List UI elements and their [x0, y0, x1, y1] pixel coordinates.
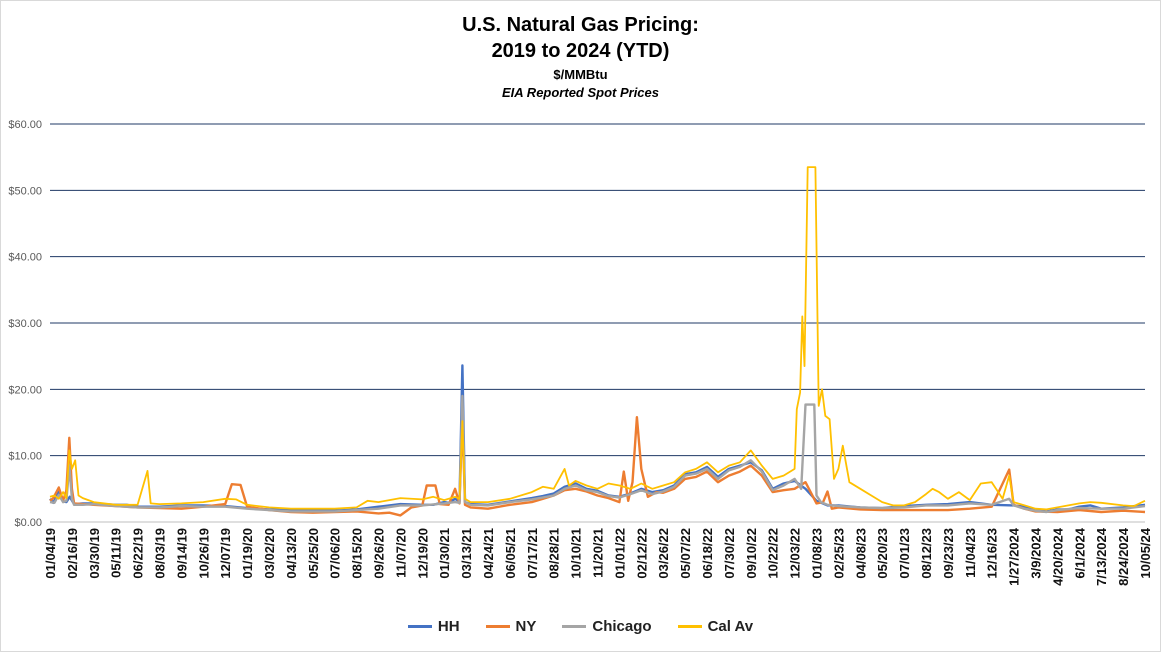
legend-swatch-chicago [562, 625, 587, 628]
x-tick-label: 01/19/20 [240, 528, 255, 579]
x-tick-label: 8/24/2024 [1116, 527, 1131, 586]
chart-units: $/MMBtu [553, 67, 608, 82]
x-tick-label: 06/18/22 [700, 528, 715, 579]
series-line-cal-av [49, 166, 1146, 511]
chart-title-line2: 2019 to 2024 (YTD) [491, 40, 670, 62]
x-tick-label: 10/26/19 [196, 528, 211, 579]
legend-label-hh: HH [437, 618, 460, 635]
x-tick-label: 02/16/19 [65, 528, 80, 579]
chart-titles: U.S. Natural Gas Pricing: 2019 to 2024 (… [0, 12, 1161, 102]
chart-source-note: EIA Reported Spot Prices [502, 85, 659, 100]
x-tick-label: 05/20/23 [875, 528, 890, 579]
series-line-ny [49, 414, 1146, 517]
y-tick-label: $40.00 [8, 252, 42, 264]
x-tick-label: 03/13/21 [459, 528, 474, 579]
x-tick-label: 06/05/21 [503, 528, 518, 579]
x-tick-label: 12/16/23 [985, 528, 1000, 579]
gridlines [50, 123, 1145, 523]
y-tick-label: $50.00 [8, 185, 42, 197]
y-tick-label: $30.00 [8, 318, 42, 330]
x-tick-label: 05/07/22 [678, 528, 693, 579]
x-tick-label: 11/20/21 [591, 528, 606, 578]
y-axis-tick-labels: $0.00 $10.00 $20.00 $30.00 $40.00 $50.00 $60.0… [8, 119, 42, 529]
x-tick-label: 08/12/23 [919, 528, 934, 579]
x-tick-label: 05/11/19 [109, 528, 124, 578]
x-axis-tick-labels: 01/04/19 02/16/19 03/30/19 05/11/19 06/22/19… [43, 527, 1153, 586]
x-tick-label: 4/20/2024 [1050, 527, 1065, 586]
x-tick-label: 01/30/21 [437, 528, 452, 579]
legend-label-ny: NY [515, 618, 537, 635]
x-tick-label: 03/02/20 [262, 528, 277, 579]
y-tick-label: $0.00 [14, 517, 42, 529]
x-tick-label: 03/26/22 [656, 528, 671, 579]
x-tick-label: 04/13/20 [284, 528, 299, 579]
x-tick-label: 03/30/19 [87, 528, 102, 579]
y-tick-label: $10.00 [8, 451, 42, 463]
x-tick-label: 06/22/19 [131, 528, 146, 579]
x-tick-label: 10/05/24 [1138, 527, 1153, 578]
legend-item-cal-av: Cal Av [677, 618, 754, 635]
x-tick-label: 12/07/19 [218, 528, 233, 579]
legend-label-cal-av: Cal Av [707, 618, 754, 635]
x-tick-label: 02/12/22 [634, 528, 649, 579]
legend-label-chicago: Chicago [592, 618, 652, 635]
series-line-chicago [49, 394, 1146, 514]
x-tick-label: 09/26/20 [372, 528, 387, 579]
x-tick-label: 07/17/21 [525, 528, 540, 579]
x-tick-label: 08/28/21 [547, 528, 562, 579]
x-tick-label: 09/10/22 [744, 528, 759, 579]
x-tick-label: 07/30/22 [722, 528, 737, 579]
x-tick-label: 10/22/22 [766, 528, 781, 579]
legend-item-ny: NY [485, 618, 537, 635]
y-tick-label: $60.00 [8, 119, 42, 131]
x-tick-label: 09/14/19 [174, 528, 189, 579]
x-tick-label: 05/25/20 [306, 528, 321, 579]
x-tick-label: 10/10/21 [569, 528, 584, 579]
chart-title-line1: U.S. Natural Gas Pricing: [462, 14, 699, 36]
x-tick-label: 11/07/20 [393, 528, 408, 578]
x-tick-label: 01/01/22 [612, 528, 627, 579]
x-tick-label: 07/01/23 [897, 528, 912, 579]
legend-item-hh: HH [407, 618, 460, 635]
x-tick-label: 6/1/2024 [1072, 527, 1087, 578]
x-tick-label: 08/15/20 [350, 528, 365, 579]
x-tick-label: 09/23/23 [941, 528, 956, 579]
x-tick-label: 11/04/23 [963, 528, 978, 578]
x-tick-label: 7/13/2024 [1094, 527, 1109, 586]
x-tick-label: 08/03/19 [153, 528, 168, 579]
x-tick-label: 01/08/23 [810, 528, 825, 579]
x-tick-label: 12/19/20 [415, 528, 430, 579]
x-tick-label: 3/9/2024 [1029, 527, 1044, 578]
legend-swatch-ny [485, 625, 510, 628]
x-tick-label: 04/24/21 [481, 528, 496, 579]
x-tick-label: 02/25/23 [831, 528, 846, 579]
x-tick-label: 12/03/22 [788, 528, 803, 579]
y-tick-label: $20.00 [8, 384, 42, 396]
x-tick-label: 1/27/2024 [1007, 527, 1022, 586]
x-tick-label: 01/04/19 [43, 528, 58, 579]
legend-swatch-cal-av [677, 625, 702, 628]
series-lines [49, 166, 1146, 517]
legend-item-chicago: Chicago [562, 618, 652, 635]
x-tick-label: 07/06/20 [328, 528, 343, 579]
legend-swatch-hh [407, 625, 432, 628]
x-tick-label: 04/08/23 [853, 528, 868, 579]
legend: HH NY Chicago Cal Av [0, 618, 1161, 635]
